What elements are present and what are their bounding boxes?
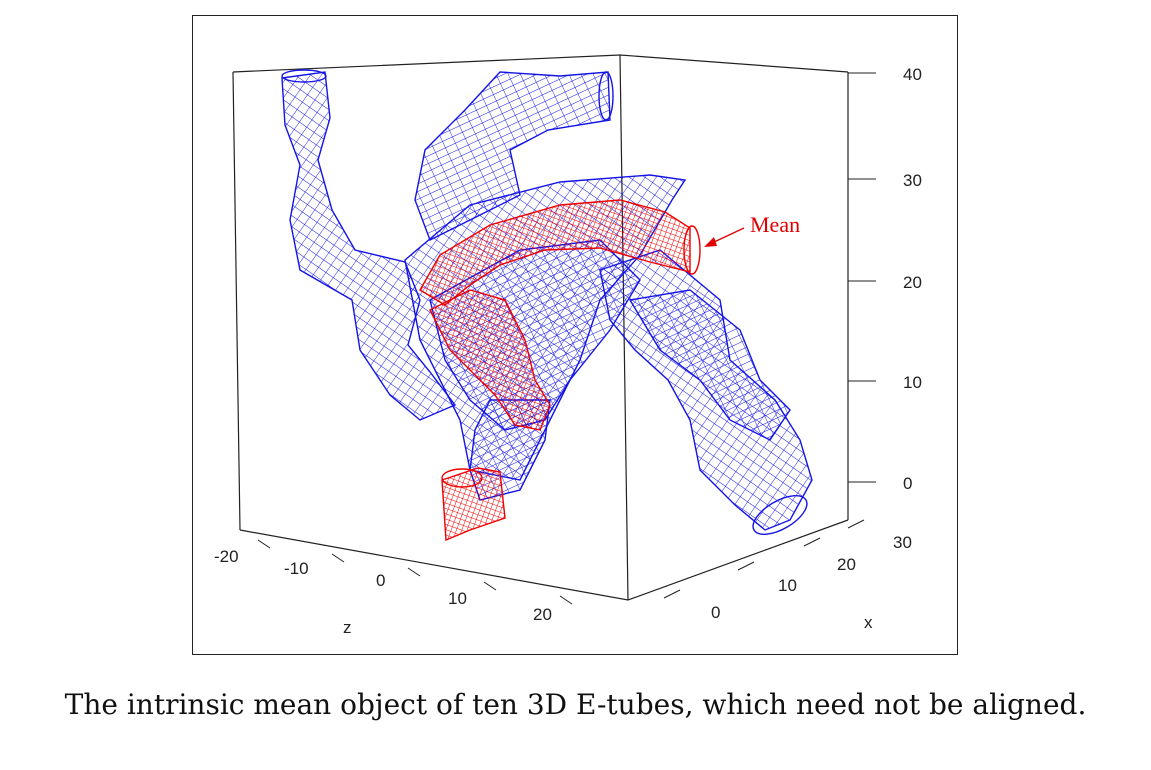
y-tick-label: 0 (903, 474, 912, 493)
y-tick-label: 30 (903, 171, 922, 190)
z-axis-name: z (343, 618, 352, 637)
z-tick-label: -20 (214, 547, 239, 566)
x-axis-name: x (864, 613, 873, 632)
x-axis (663, 519, 865, 599)
y-axis (848, 72, 876, 483)
blue-tube (281, 71, 457, 421)
z-tick-label: -10 (284, 559, 309, 578)
x-tick-label: 30 (893, 533, 912, 552)
blue-tube (414, 71, 611, 241)
mean-tube-bottom (441, 467, 506, 542)
blue-e-tubes (281, 69, 813, 535)
blue-tube-end (752, 495, 808, 535)
y-tick-label: 20 (903, 273, 922, 292)
x-tick-label: 20 (837, 555, 856, 574)
y-tick-label: 10 (903, 373, 922, 392)
mean-tube-end (683, 225, 701, 275)
z-tick-label: 10 (448, 589, 467, 608)
mean-tube-upper-arc (419, 199, 691, 306)
mean-tube-end (441, 468, 483, 488)
blue-tube-end (598, 71, 614, 121)
mean-tube-descending (429, 289, 551, 431)
z-tick-label: 0 (376, 571, 385, 590)
mean-e-tube (419, 199, 701, 542)
y-tick-label: 40 (903, 65, 922, 84)
x-tick-label: 10 (778, 576, 797, 595)
mean-arrow (711, 227, 745, 244)
x-tick-label: 0 (711, 603, 720, 622)
figure-caption: The intrinsic mean object of ten 3D E-tu… (64, 688, 1087, 721)
mean-label: Mean (750, 212, 800, 237)
blue-tube-end (281, 69, 327, 83)
mean-arrow-head (704, 237, 717, 247)
blue-tube (599, 249, 813, 531)
z-axis (257, 539, 573, 605)
z-tick-label: 20 (533, 605, 552, 624)
mean-annotation: Mean (704, 212, 800, 247)
blue-tube (628, 289, 791, 441)
